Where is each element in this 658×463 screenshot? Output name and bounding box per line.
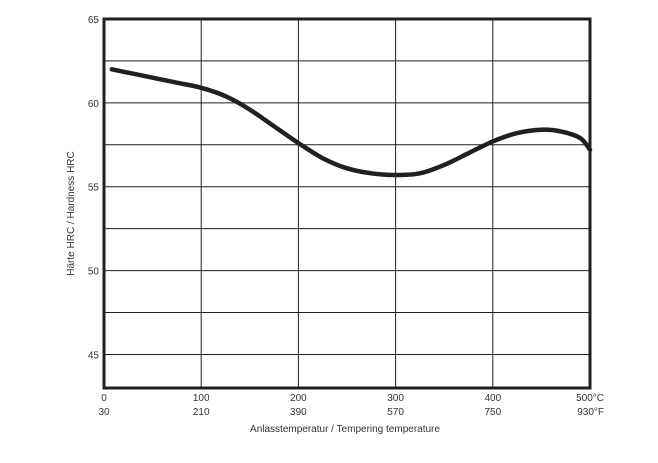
y-axis-title: Härte HRC / Hardness HRC — [66, 151, 77, 275]
hardness-curve — [109, 67, 593, 178]
x-tick-label-fahrenheit: 930°F — [577, 407, 604, 418]
x-tick-label-fahrenheit: 210 — [193, 407, 210, 418]
x-tick-label-celsius: 300 — [387, 393, 404, 404]
x-tick-label-celsius: 0 — [101, 393, 107, 404]
y-tick-label: 45 — [88, 350, 100, 361]
y-tick-label: 60 — [88, 99, 100, 110]
x-tick-label-celsius: 200 — [290, 393, 307, 404]
x-tick-label-fahrenheit: 390 — [290, 407, 307, 418]
plot-frame — [102, 17, 592, 390]
y-tick-label: 65 — [88, 15, 100, 26]
y-tick-label: 50 — [88, 267, 100, 278]
x-tick-label-celsius: 400 — [484, 393, 501, 404]
y-tick-label: 55 — [88, 183, 100, 194]
x-tick-label-fahrenheit: 750 — [484, 407, 501, 418]
x-tick-label-celsius: 500°C — [576, 393, 604, 404]
x-tick-label-fahrenheit: 30 — [98, 407, 110, 418]
x-tick-label-fahrenheit: 570 — [387, 407, 404, 418]
grid — [104, 19, 590, 388]
tick-labels: 45 50 55 60 65 0 30 100 210 200 390 300 570 400 750 500… — [88, 15, 604, 418]
x-axis-title: Anlasstemperatur / Tempering temperature — [250, 424, 440, 435]
x-tick-label-celsius: 100 — [193, 393, 210, 404]
